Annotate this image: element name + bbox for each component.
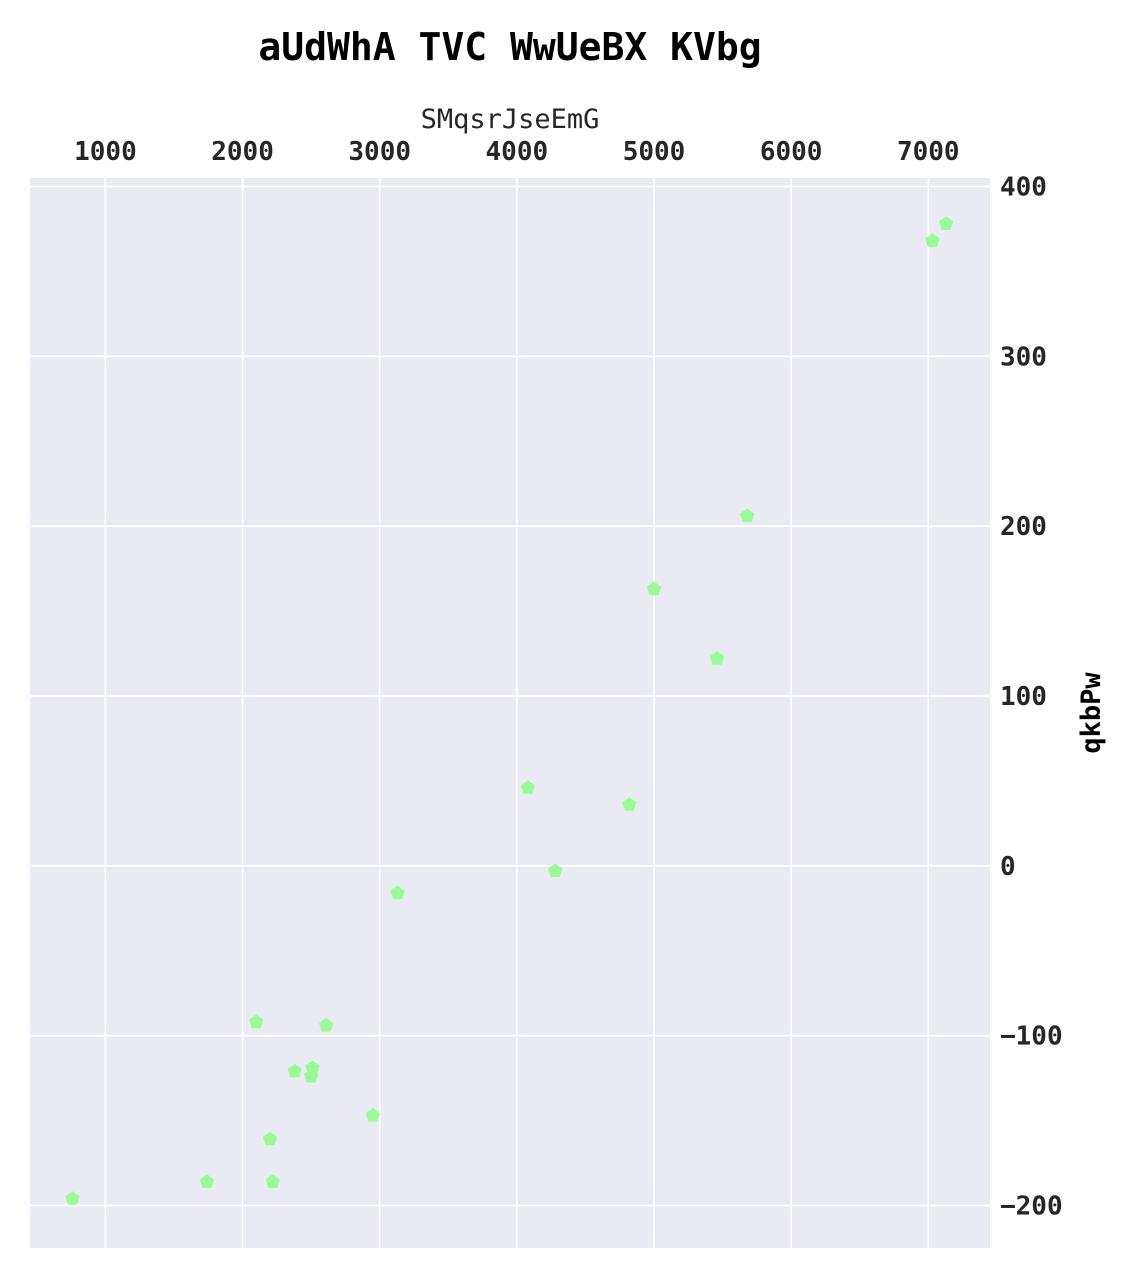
- data-point: [925, 233, 940, 247]
- data-point: [265, 1174, 280, 1188]
- data-point: [65, 1191, 80, 1205]
- data-point: [262, 1131, 278, 1146]
- x-tick-label: 7000: [897, 137, 960, 167]
- x-tick-label: 4000: [486, 137, 549, 167]
- y-tick-labels: −200 −100 0 100 200 300 400: [1000, 172, 1063, 1221]
- x-tick-label: 1000: [74, 137, 137, 167]
- data-point: [709, 651, 725, 665]
- y-tick-label: 200: [1000, 512, 1047, 542]
- data-point: [646, 581, 662, 596]
- data-point: [390, 885, 405, 900]
- data-points: [65, 216, 954, 1205]
- y-tick-label: 0: [1000, 852, 1016, 882]
- x-tick-label: 5000: [623, 137, 686, 167]
- data-point: [622, 797, 637, 811]
- plot-area: [30, 178, 990, 1248]
- y-tick-label: 100: [1000, 682, 1047, 712]
- x-tick-label: 3000: [348, 137, 411, 167]
- x-tick-label: 6000: [760, 137, 823, 167]
- y-gridlines: [30, 185, 990, 1207]
- data-point: [520, 780, 535, 794]
- x-axis-label: SMqsrJseEmG: [421, 104, 600, 135]
- data-point: [249, 1014, 264, 1029]
- x-tick-label: 2000: [211, 137, 274, 167]
- y-axis-label: qkbPw: [1076, 672, 1107, 754]
- data-point: [305, 1060, 320, 1075]
- data-point: [319, 1018, 334, 1032]
- data-point: [365, 1108, 380, 1122]
- data-point: [938, 216, 954, 230]
- data-point: [548, 863, 563, 878]
- y-tick-label: 400: [1000, 172, 1047, 202]
- x-tick-labels: 1000 2000 3000 4000 5000 6000 7000: [74, 137, 959, 167]
- y-tick-label: −200: [1000, 1192, 1063, 1222]
- data-point: [740, 508, 755, 523]
- chart-title: aUdWhA TVC WwUeBX KVbg: [258, 25, 761, 69]
- data-point: [287, 1063, 302, 1078]
- y-tick-label: 300: [1000, 342, 1047, 372]
- y-tick-label: −100: [1000, 1022, 1063, 1052]
- data-point: [199, 1174, 215, 1188]
